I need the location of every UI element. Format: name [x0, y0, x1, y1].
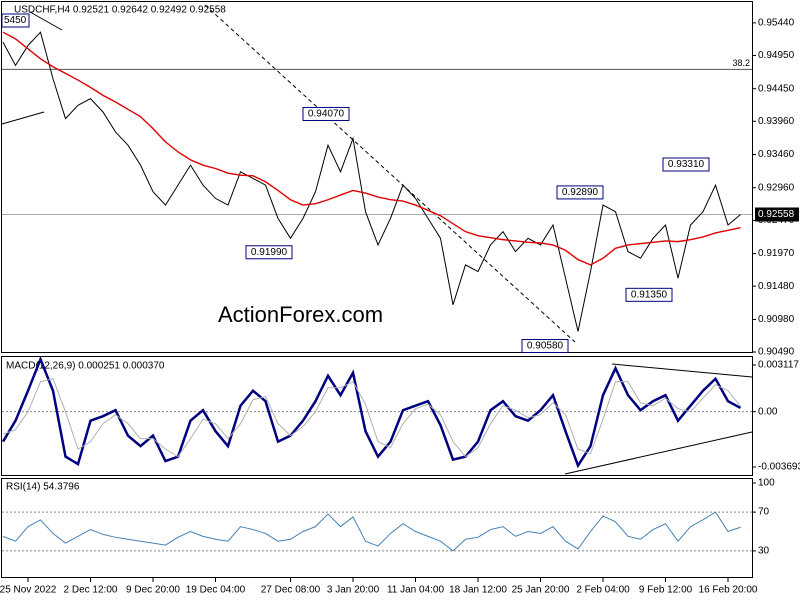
annotation-box — [556, 185, 604, 200]
x-tick-label: 2 Feb 04:00 — [576, 585, 630, 596]
y-tick-label: 0.95440 — [758, 18, 795, 29]
x-tick-label: 2 Dec 12:00 — [64, 585, 118, 596]
trend-line — [1, 111, 45, 125]
y-tick-label: 0.93460 — [758, 149, 795, 160]
x-tick-label: 27 Dec 08:00 — [261, 585, 321, 596]
last-price-box — [755, 207, 799, 222]
x-tick-label: 3 Jan 20:00 — [327, 585, 380, 596]
annotation-box — [662, 157, 710, 172]
trend-line — [564, 431, 753, 475]
watermark: ActionForex.com — [218, 302, 383, 327]
last-price-label: 0.92558 — [758, 209, 795, 220]
annotation-label: 0.91990 — [251, 247, 288, 258]
chart-title: USDCHF,H4 0.92521 0.92642 0.92492 0.9255… — [14, 5, 226, 16]
annotation-label: 0.93310 — [668, 159, 705, 170]
y-tick-label: 0.00 — [758, 406, 778, 417]
y-tick-label: 0.90490 — [758, 347, 795, 358]
trend-line — [611, 363, 753, 378]
annotation-label: 0.92890 — [562, 187, 599, 198]
rsi-frame — [1, 478, 753, 578]
annotation-box — [245, 245, 293, 260]
y-tick-label: -0.003693 — [758, 462, 800, 473]
x-tick-label: 18 Jan 12:00 — [449, 585, 507, 596]
y-tick-label: 0.90980 — [758, 314, 795, 325]
x-tick-label: 25 Jan 20:00 — [512, 585, 570, 596]
annotation-box — [521, 339, 569, 354]
annotation-box — [1, 13, 30, 28]
series-line — [1, 355, 742, 469]
y-tick-label: 0.93960 — [758, 116, 795, 127]
series-line — [2, 511, 741, 552]
fib-label: 38.2 — [732, 58, 750, 68]
x-tick-label: 19 Dec 04:00 — [186, 585, 246, 596]
price-frame — [1, 1, 753, 353]
x-tick-label: 25 Nov 2022 — [0, 585, 57, 596]
rsi-title: RSI(14) 54.3796 — [6, 482, 80, 493]
y-tick-label: 0.94950 — [758, 50, 795, 61]
trend-line — [29, 11, 63, 31]
annotation-label: 5450 — [4, 15, 27, 26]
annotation-label: 0.94070 — [308, 109, 345, 120]
series-line — [2, 31, 741, 332]
y-tick-label: 0.91480 — [758, 281, 795, 292]
y-tick-label: 0.91970 — [758, 248, 795, 259]
annotation-box — [302, 106, 350, 121]
macd-frame — [1, 356, 753, 476]
y-tick-label: 30 — [758, 546, 770, 557]
x-tick-label: 9 Feb 12:00 — [639, 585, 693, 596]
annotation-label: 0.90580 — [527, 341, 564, 352]
annotation-label: 0.91350 — [631, 289, 668, 300]
y-tick-label: 0.94450 — [758, 83, 795, 94]
y-tick-label: 70 — [758, 507, 770, 518]
y-tick-label: 0.003117 — [758, 360, 799, 371]
x-tick-label: 9 Dec 20:00 — [126, 585, 180, 596]
series-line — [2, 378, 741, 458]
y-tick-label: 0.92960 — [758, 182, 795, 193]
y-tick-label: 100 — [758, 478, 775, 489]
x-tick-label: 16 Feb 20:00 — [699, 585, 758, 596]
series-line — [2, 31, 741, 266]
x-tick-label: 11 Jan 04:00 — [387, 585, 445, 596]
annotation-box — [625, 287, 673, 302]
macd-title: MACD(12,26,9) 0.000251 0.000370 — [6, 361, 165, 372]
